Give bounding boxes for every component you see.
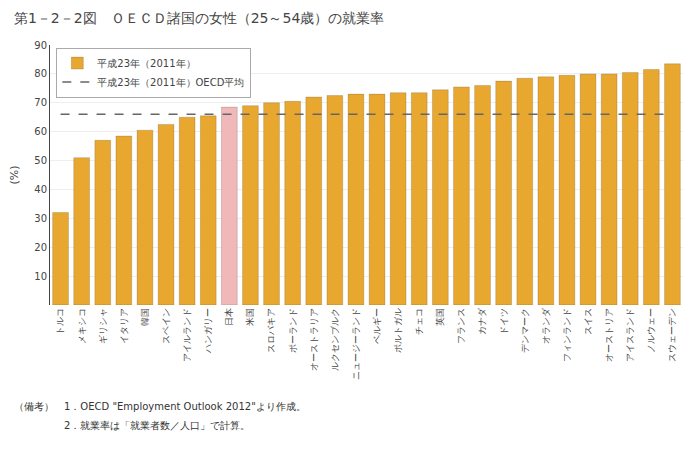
svg-text:20: 20	[34, 242, 47, 253]
svg-text:60: 60	[34, 126, 47, 137]
svg-text:10: 10	[34, 271, 47, 282]
svg-text:デンマーク: デンマーク	[520, 308, 530, 353]
svg-text:第1－2－2図 ＯＥＣＤ諸国の女性（25～54歳）の就業率: 第1－2－2図 ＯＥＣＤ諸国の女性（25～54歳）の就業率	[14, 10, 384, 26]
svg-text:90: 90	[34, 40, 47, 51]
svg-text:スウェーデン: スウェーデン	[667, 308, 677, 362]
svg-text:ハンガリー: ハンガリー	[203, 308, 213, 354]
svg-text:フランス: フランス	[456, 308, 466, 344]
svg-text:80: 80	[34, 68, 47, 79]
svg-text:平成23年（2011年）OECD平均: 平成23年（2011年）OECD平均	[97, 77, 244, 88]
svg-text:オーストリア: オーストリア	[604, 308, 614, 362]
svg-text:（備考） 1．OECD "Employment Outloo: （備考） 1．OECD "Employment Outlook 2012"より作…	[14, 401, 306, 412]
svg-text:カナダ: カナダ	[477, 307, 487, 335]
svg-text:メキシコ: メキシコ	[77, 308, 87, 344]
svg-text:ベルギー: ベルギー	[372, 308, 382, 344]
svg-text:ニュージーランド: ニュージーランド	[351, 308, 361, 380]
svg-text:平成23年（2011年）: 平成23年（2011年）	[97, 58, 195, 69]
svg-text:スペイン: スペイン	[161, 308, 171, 344]
svg-text:ルクセンブルク: ルクセンブルク	[330, 308, 340, 371]
svg-text:2．就業率は「就業者数／人口」で計算。: 2．就業率は「就業者数／人口」で計算。	[14, 420, 250, 431]
svg-text:英国: 英国	[435, 308, 445, 326]
svg-text:オーストラリア: オーストラリア	[309, 308, 319, 371]
svg-text:スロバキア: スロバキア	[266, 308, 276, 353]
svg-text:チェコ: チェコ	[414, 308, 424, 335]
svg-text:韓国: 韓国	[140, 308, 150, 326]
svg-text:ポルトガル: ポルトガル	[393, 308, 403, 353]
svg-text:イタリア: イタリア	[119, 308, 129, 344]
svg-text:70: 70	[34, 97, 47, 108]
svg-text:スイス: スイス	[583, 308, 593, 335]
svg-text:アイスランド: アイスランド	[625, 308, 635, 362]
svg-text:日本: 日本	[224, 308, 234, 326]
svg-text:米国: 米国	[245, 308, 255, 326]
svg-text:ドイツ: ドイツ	[499, 308, 509, 335]
svg-text:40: 40	[34, 184, 47, 195]
svg-text:オランダ: オランダ	[541, 307, 551, 344]
svg-text:30: 30	[34, 213, 47, 224]
svg-text:フィンランド: フィンランド	[562, 308, 572, 362]
svg-text:アイルランド: アイルランド	[182, 308, 192, 362]
svg-text:トルコ: トルコ	[55, 308, 65, 335]
svg-text:ポーランド: ポーランド	[288, 308, 298, 353]
svg-text:ギリシャ: ギリシャ	[98, 308, 108, 344]
svg-text:50: 50	[34, 155, 47, 166]
svg-text:ノルウェー: ノルウェー	[646, 308, 656, 353]
svg-text:(%): (%)	[8, 165, 21, 184]
